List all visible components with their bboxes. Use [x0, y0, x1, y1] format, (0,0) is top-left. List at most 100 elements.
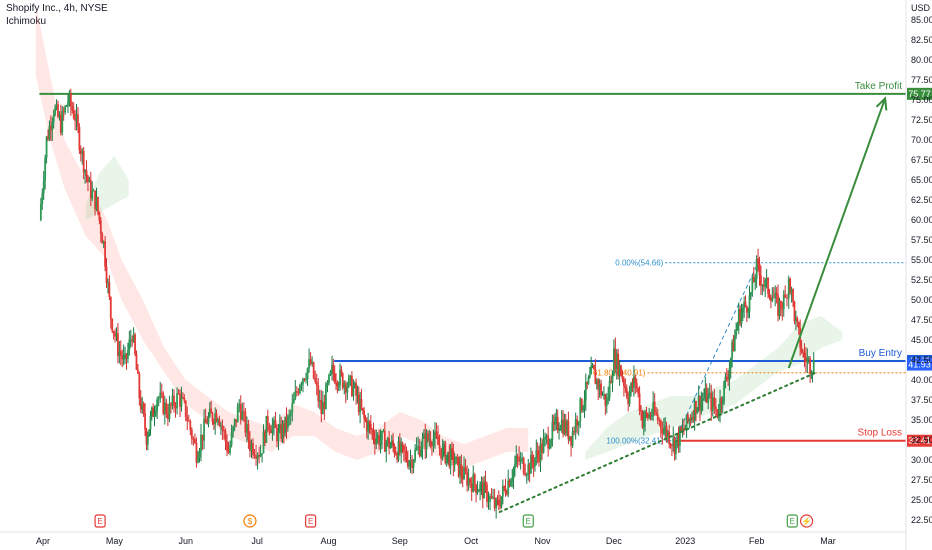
candle-body — [295, 391, 298, 393]
candle-body — [812, 359, 815, 372]
candle-body — [101, 233, 104, 244]
candle-body — [684, 429, 687, 431]
candle-body — [232, 426, 235, 433]
level-name: Take Profit — [855, 81, 902, 92]
candle-body — [481, 482, 484, 499]
event-marker[interactable]: E — [305, 514, 317, 528]
candle-body — [803, 352, 806, 358]
candle-body — [705, 387, 708, 403]
candle-body — [593, 365, 595, 370]
event-markers[interactable]: E $ E E E ⚡ — [94, 514, 814, 528]
candle-body — [790, 289, 793, 293]
candle-body — [224, 431, 227, 442]
candle-body — [131, 339, 134, 342]
candle-body — [441, 446, 444, 459]
candle-body — [423, 434, 425, 439]
candle-body — [728, 368, 731, 380]
candle-body — [367, 421, 370, 432]
candle-body — [150, 407, 153, 416]
candle-body — [512, 468, 515, 479]
candle-body — [400, 442, 403, 453]
candle-body — [620, 365, 622, 376]
candle-body — [496, 499, 499, 501]
candle-body — [284, 416, 287, 434]
candle-body — [206, 423, 209, 424]
candle-body — [408, 462, 411, 467]
candle-body — [344, 383, 347, 393]
time-axis[interactable]: Apr May Jun Jul Aug Sep Oct Nov Dec 2023 Feb Mar — [0, 531, 906, 546]
candle-body — [770, 297, 772, 301]
candle-body — [693, 401, 696, 421]
event-marker-box — [786, 514, 798, 528]
event-marker[interactable]: E — [94, 514, 106, 528]
candle-body — [505, 493, 508, 495]
candle-body — [57, 104, 59, 117]
candle-body — [317, 385, 320, 402]
candle-body — [289, 413, 292, 416]
candle-body — [288, 415, 291, 417]
candle-body — [229, 445, 231, 453]
candle-body — [509, 481, 512, 487]
time-tick-label: May — [106, 536, 124, 546]
candle-body — [483, 480, 486, 499]
event-marker[interactable]: E — [786, 514, 798, 528]
current-price-label: 41.93 — [908, 360, 931, 370]
candle-body — [201, 434, 204, 441]
candle-body — [203, 418, 205, 441]
candle-body — [397, 441, 400, 460]
candle-body — [758, 263, 761, 276]
candle-body — [440, 448, 443, 459]
candle-body — [179, 393, 181, 407]
candle-body — [747, 311, 750, 313]
candle-body — [379, 439, 382, 446]
candle-body — [560, 419, 563, 429]
candle-body — [711, 397, 714, 411]
projection-arrow — [787, 96, 888, 369]
candle-body — [104, 241, 106, 267]
candle-body — [239, 404, 242, 420]
candle-body — [427, 433, 429, 440]
candle-body — [68, 93, 71, 102]
event-marker[interactable]: E — [522, 514, 534, 528]
candle-body — [437, 436, 439, 445]
candle-body — [721, 401, 724, 405]
candle-body — [59, 115, 62, 133]
time-tick-label: Jun — [178, 536, 193, 546]
candle-body — [810, 373, 813, 375]
candle-body — [614, 348, 617, 370]
candle-body — [480, 482, 483, 485]
price-axis[interactable]: USD 22.50 25.00 27.50 30.00 32.50 35.00 37.50 4… — [905, 0, 932, 550]
candle-body — [571, 431, 574, 446]
candle-body — [587, 377, 590, 384]
candle-body — [198, 451, 201, 458]
candle-body — [124, 353, 126, 355]
candle-body — [192, 438, 195, 440]
candle-body — [256, 454, 259, 459]
candle-body — [513, 464, 516, 469]
event-marker[interactable]: $ — [243, 514, 257, 528]
candle-body — [736, 323, 739, 331]
candle-body — [162, 393, 165, 414]
chart-title: Shopify Inc., 4h, NYSE — [6, 3, 108, 14]
candle-body — [235, 419, 238, 423]
candle-body — [713, 397, 716, 407]
candle-body — [644, 412, 647, 421]
candle-body — [215, 413, 218, 422]
candle-body — [118, 351, 121, 356]
candle-body — [372, 430, 375, 439]
candle-body — [525, 474, 528, 476]
candle-body — [44, 157, 47, 181]
candle-body — [627, 396, 630, 405]
candle-body — [174, 406, 177, 409]
candle-body — [177, 393, 180, 395]
candle-body — [467, 478, 470, 486]
candle-body — [573, 431, 576, 433]
candle-body — [356, 394, 359, 396]
event-marker[interactable]: ⚡ — [799, 514, 814, 528]
candle-body — [448, 451, 451, 467]
candle-body — [724, 376, 727, 382]
candle-body — [522, 457, 525, 474]
price-tick-label: 80.00 — [911, 55, 932, 65]
event-marker-label: ⚡ — [802, 516, 812, 526]
